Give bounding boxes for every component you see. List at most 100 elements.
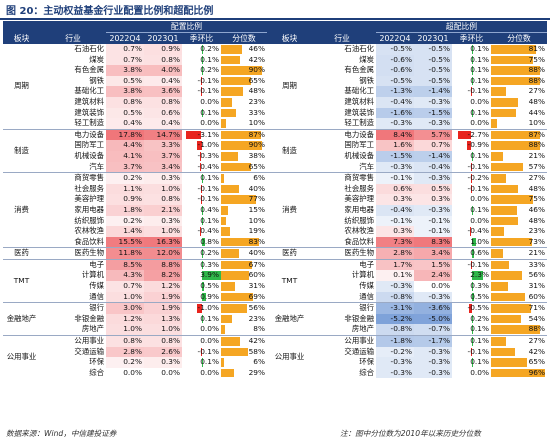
overweight-percentile-fill: [491, 184, 518, 194]
alloc-change: 0.2%: [182, 247, 221, 260]
overweight-change: 0.3%: [452, 281, 491, 292]
industry-name: 建筑装饰: [344, 107, 374, 117]
alloc-percentile: 15%: [221, 205, 267, 216]
overweight-change-text: 0.5%: [470, 291, 489, 301]
alloc-percentile-text: 58%: [248, 346, 265, 356]
alloc-2022q4: 15.5%: [106, 236, 144, 248]
overweight-percentile: 48%: [491, 184, 547, 195]
alloc-change-text: 3.9%: [200, 270, 219, 280]
alloc-2023q1: 12.0%: [144, 247, 182, 260]
alloc-2022q4: 0.2%: [106, 215, 144, 227]
table-row: 计算机 4.3% 8.2% 3.9% 60% 计算机 0.1% 2.4% 2.3% 56%: [3, 270, 547, 282]
table-row: 非银金融 1.2% 1.3% 0.1% 23% 非银金融 -5.2% -5.0% 0.2% 54%: [3, 313, 547, 325]
alloc-2023q1: 1.3%: [144, 313, 182, 325]
sector-label: 医药: [3, 247, 40, 260]
industry-name: 环保: [359, 357, 374, 367]
alloc-percentile-fill: [221, 45, 243, 54]
alloc-change-text: -0.3%: [197, 150, 219, 160]
overweight-change-text: -2.7%: [467, 129, 489, 139]
overweight-2023q1: -0.7%: [414, 324, 452, 336]
alloc-change: 0.0%: [182, 335, 221, 347]
table-row: 家用电器 1.8% 2.1% 0.4% 15% 家用电器 -0.4% -0.3% 0.1% 46%: [3, 204, 547, 216]
overweight-2023q1: -0.5%: [414, 65, 452, 76]
overweight-change-fill: [469, 227, 472, 236]
overweight-change: -0.1%: [452, 162, 491, 173]
overweight-change-text: 0.1%: [470, 150, 489, 160]
overweight-percentile-text: 48%: [528, 183, 545, 193]
industry-name: 家用电器: [344, 204, 374, 214]
alloc-percentile-fill: [221, 195, 257, 204]
alloc-change-fill: [201, 271, 221, 281]
overweight-change: 0.0%: [452, 118, 491, 129]
table-row: 建筑装饰 0.5% 0.6% 0.1% 33% 建筑装饰 -1.6% -1.5% 0.1% 44%: [3, 107, 547, 119]
header-industry-right: 行业: [308, 32, 376, 44]
alloc-percentile: 83%: [221, 237, 267, 248]
alloc-2023q1: 1.0%: [144, 226, 182, 237]
overweight-change-text: 0.1%: [470, 107, 489, 117]
overweight-percentile-fill: [491, 151, 503, 161]
overweight-percentile: 57%: [491, 162, 547, 173]
industry-name: 交通运输: [344, 346, 374, 356]
overweight-percentile-text: 60%: [528, 291, 545, 301]
alloc-percentile-fill: [221, 55, 241, 65]
header-row-columns: 板块 行业 2022Q4 2023Q1 季环比 分位数 板块 行业 2022Q4…: [3, 32, 547, 44]
overweight-2022q4: -0.5%: [376, 75, 414, 87]
overweight-percentile: 27%: [491, 86, 547, 97]
alloc-change: -1.0%: [182, 140, 221, 151]
overweight-change: 0.1%: [452, 44, 491, 55]
overweight-2023q1: -3.6%: [414, 302, 452, 314]
overweight-change: 1.0%: [452, 237, 491, 248]
alloc-change-text: 0.1%: [200, 215, 219, 225]
overweight-2022q4: -1.6%: [376, 107, 414, 119]
header-blank-right: [271, 21, 308, 33]
alloc-percentile: 90%: [221, 65, 267, 76]
industry-name: 美容护理: [74, 194, 104, 204]
alloc-2022q4: 8.5%: [106, 258, 144, 271]
overweight-change-text: -0.1%: [467, 161, 489, 171]
overweight-2023q1: 0.0%: [414, 281, 452, 292]
alloc-2023q1: 1.9%: [144, 291, 182, 303]
alloc-change: -0.1%: [182, 86, 221, 97]
header-q2-right: 2023Q1: [414, 32, 452, 44]
overweight-2023q1: -0.1%: [414, 226, 452, 237]
overweight-percentile: 54%: [491, 314, 547, 325]
column-gap: [267, 65, 271, 76]
overweight-change: 0.0%: [452, 216, 491, 227]
overweight-percentile-text: 23%: [528, 226, 545, 236]
column-gap: [267, 291, 271, 303]
overweight-change-text: -0.1%: [467, 183, 489, 193]
alloc-change: 0.8%: [182, 237, 221, 248]
alloc-2023q1: 2.1%: [144, 204, 182, 216]
overweight-percentile: 48%: [491, 216, 547, 227]
header-sector-left: 板块: [3, 32, 40, 44]
overweight-percentile: 75%: [491, 194, 547, 205]
alloc-percentile-text: 6%: [253, 357, 265, 367]
overweight-percentile: 44%: [491, 108, 547, 119]
alloc-percentile: 23%: [221, 314, 267, 325]
alloc-2023q1: 4.0%: [144, 65, 182, 76]
overweight-percentile-fill: [491, 216, 518, 226]
column-gap: [267, 357, 271, 368]
overweight-2023q1: -0.4%: [414, 161, 452, 173]
overweight-2023q1: 0.3%: [414, 194, 452, 205]
overweight-change-text: 0.1%: [470, 336, 489, 346]
overweight-2022q4: -0.3%: [376, 281, 414, 292]
alloc-change: 0.1%: [182, 357, 221, 368]
alloc-percentile: 8%: [221, 324, 267, 335]
industry-name: 基础化工: [344, 86, 374, 96]
alloc-change-text: 0.1%: [200, 173, 219, 183]
overweight-percentile: 21%: [491, 151, 547, 162]
overweight-2022q4: -0.5%: [376, 44, 414, 55]
header-row-groups: 配置比例 超配比例: [3, 21, 547, 33]
header-q1-left: 2022Q4: [106, 32, 144, 44]
alloc-percentile-fill: [221, 141, 263, 150]
alloc-2022q4: 1.8%: [106, 204, 144, 216]
alloc-2022q4: 3.8%: [106, 86, 144, 97]
overweight-percentile-fill: [491, 271, 523, 281]
overweight-2023q1: 3.4%: [414, 247, 452, 260]
overweight-percentile: 27%: [491, 335, 547, 347]
alloc-percentile: 42%: [221, 335, 267, 347]
overweight-2022q4: 1.6%: [376, 140, 414, 151]
alloc-percentile: 65%: [221, 162, 267, 173]
alloc-change: -1.0%: [182, 302, 221, 314]
